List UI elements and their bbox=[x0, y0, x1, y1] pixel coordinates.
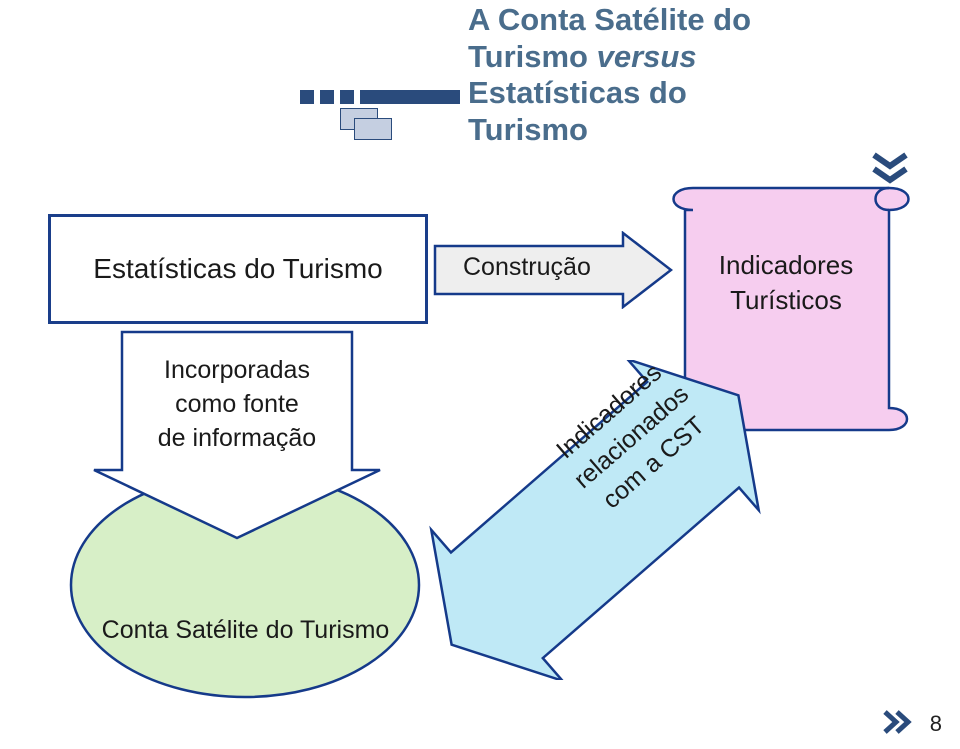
bar-segment bbox=[320, 90, 334, 104]
indicators-line-1: Indicadores bbox=[719, 250, 853, 280]
incorporated-line-3: de informação bbox=[158, 424, 316, 452]
incorporated-line-2: como fonte bbox=[175, 390, 299, 418]
arrow-incorporated: Incorporadas como fonte de informação bbox=[92, 330, 382, 540]
chevron-down-icon bbox=[870, 152, 910, 186]
slide-title: A Conta Satélite do Turismo versus Estat… bbox=[468, 2, 898, 148]
bar-segment bbox=[300, 90, 314, 104]
arrow-incorporated-label: Incorporadas como fonte de informação bbox=[92, 354, 382, 455]
ellipse-label: Conta Satélite do Turismo bbox=[68, 616, 423, 645]
slide-stage: A Conta Satélite do Turismo versus Estat… bbox=[0, 0, 960, 749]
indicators-scroll-label: Indicadores Turísticos bbox=[655, 248, 917, 318]
arrow-construction-label: Construção bbox=[463, 253, 591, 282]
arrow-cst-indicators: Indicadores relacionados com a CST bbox=[410, 360, 780, 680]
bar-segment bbox=[340, 90, 354, 104]
incorporated-line-1: Incorporadas bbox=[164, 356, 310, 384]
arrow-construction: Construção bbox=[433, 231, 673, 309]
node-stats-box: Estatísticas do Turismo bbox=[48, 214, 428, 324]
stats-box-label: Estatísticas do Turismo bbox=[93, 253, 382, 285]
title-line-2b: versus bbox=[597, 39, 697, 74]
decorative-rect bbox=[354, 118, 392, 140]
bar-segment bbox=[360, 90, 460, 104]
title-line-4: Turismo bbox=[468, 112, 588, 147]
chevron-right-icon bbox=[882, 709, 912, 735]
title-line-1: A Conta Satélite do bbox=[468, 2, 751, 37]
page-number: 8 bbox=[930, 711, 942, 737]
indicators-line-2: Turísticos bbox=[730, 285, 842, 315]
title-line-2a: Turismo bbox=[468, 39, 597, 74]
title-line-3: Estatísticas do bbox=[468, 75, 687, 110]
